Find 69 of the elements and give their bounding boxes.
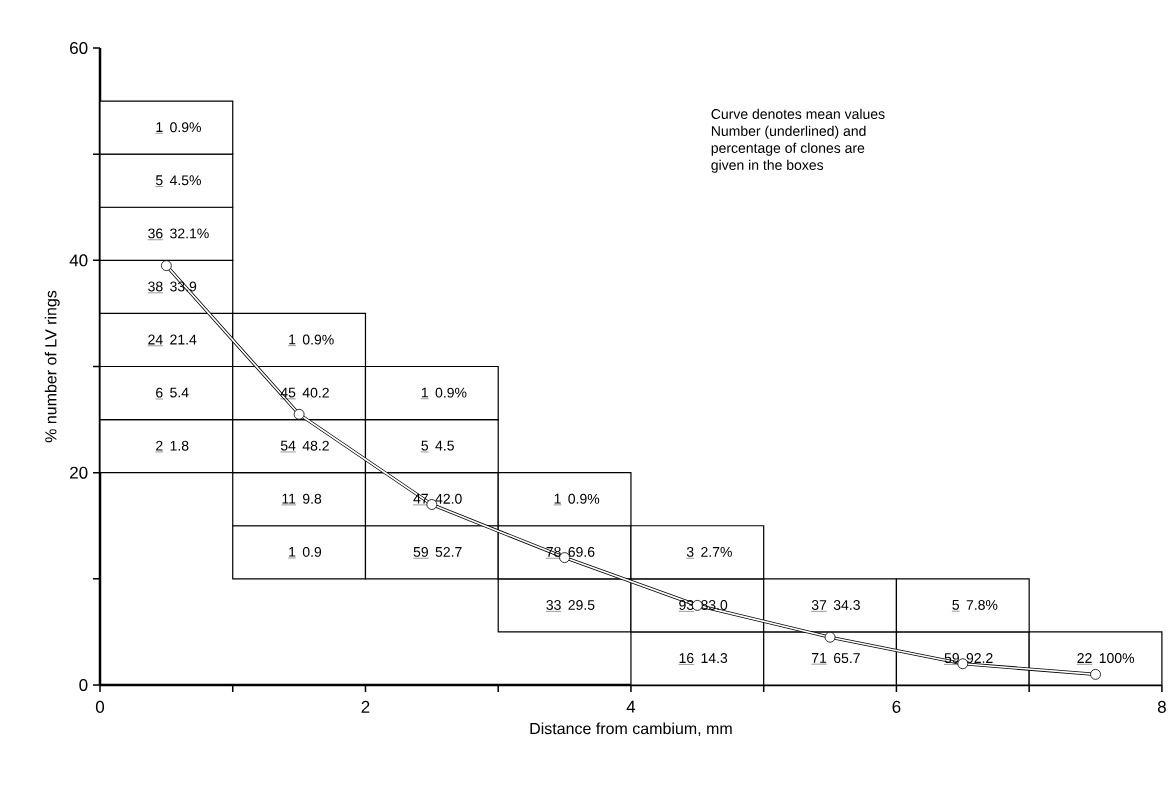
annotation: 40.2 [302, 387, 329, 398]
x-tick-label: 6 [892, 700, 901, 713]
annotation: 34.3 [833, 600, 860, 610]
point [160, 260, 172, 272]
annotation: 0.9% [170, 122, 201, 133]
annotation: 36 [148, 228, 163, 239]
x-axis-title: Distance from cambium, mm [530, 722, 732, 737]
annotation: Curve denotes mean values [711, 108, 885, 119]
annotation: 54 [280, 440, 296, 451]
annotation: 3 [686, 546, 694, 557]
annotation: 59 [944, 653, 959, 664]
y-tick-label: 40 [69, 254, 88, 267]
annotation: 38 [148, 281, 163, 292]
x-tick-label: 8 [1157, 700, 1166, 713]
annotation: 45 [280, 387, 296, 398]
annotation: percentage of clones are [711, 142, 865, 156]
point [293, 408, 305, 420]
annotation: 0.9% [302, 334, 334, 345]
annotation: 16 [679, 653, 694, 664]
annotation: 9.8 [302, 493, 322, 504]
annotation: 22 [1077, 653, 1092, 663]
annotation: 1 [289, 334, 296, 345]
annotation: 4.5 [435, 440, 454, 451]
annotation: 65.7 [833, 653, 860, 664]
annotation: 100% [1099, 653, 1135, 664]
y-tick-label: 60 [70, 41, 88, 55]
annotation: 2 [156, 440, 163, 451]
annotation: 0.9% [435, 387, 467, 398]
annotation: 59 [413, 546, 428, 557]
annotation: 37 [811, 600, 827, 610]
annotation: 1 [421, 387, 428, 398]
annotation: 52.7 [435, 546, 462, 557]
annotation: 33 [546, 600, 561, 610]
annotation: 4.5% [169, 175, 201, 186]
annotation: 0.9% [568, 493, 600, 504]
annotation: 1.8 [170, 440, 189, 451]
annotation: Number (underlined) and [711, 125, 866, 139]
y-tick-label: 0 [79, 678, 88, 692]
x-tick-label: 4 [626, 700, 636, 713]
annotation: 7.8% [966, 600, 998, 610]
annotation: 6 [156, 387, 163, 398]
annotation: 29.5 [568, 600, 595, 610]
annotation: 1 [289, 546, 296, 557]
annotation: 14.3 [701, 653, 728, 664]
annotation: 1 [156, 122, 163, 132]
annotation: 24 [148, 334, 163, 345]
annotation: 1 [554, 493, 561, 504]
annotation: 5 [421, 440, 429, 451]
annotation: 5 [952, 600, 960, 610]
annotation: 32.1% [170, 228, 209, 239]
annotation: 83.0 [701, 600, 728, 610]
annotation: 48.2 [302, 440, 329, 451]
y-tick-label: 20 [70, 466, 88, 479]
annotation: 11 [282, 493, 296, 504]
annotation: 92.2 [966, 653, 993, 664]
annotation: given in the boxes [711, 159, 824, 173]
annotation: 42.0 [435, 493, 462, 504]
annotation: 21.4 [170, 334, 197, 345]
annotation: 5.4 [170, 387, 189, 398]
annotation: 2.7% [701, 546, 732, 557]
annotation: 71 [812, 653, 827, 663]
x-tick-label: 2 [361, 700, 370, 713]
annotation: 69.6 [568, 546, 595, 557]
x-tick-label: 0 [95, 700, 105, 713]
annotation: 5 [155, 175, 163, 186]
point [1090, 668, 1101, 680]
annotation: 0.9 [302, 546, 322, 557]
point [824, 631, 836, 643]
y-axis-title: % number of LV rings [44, 290, 60, 443]
